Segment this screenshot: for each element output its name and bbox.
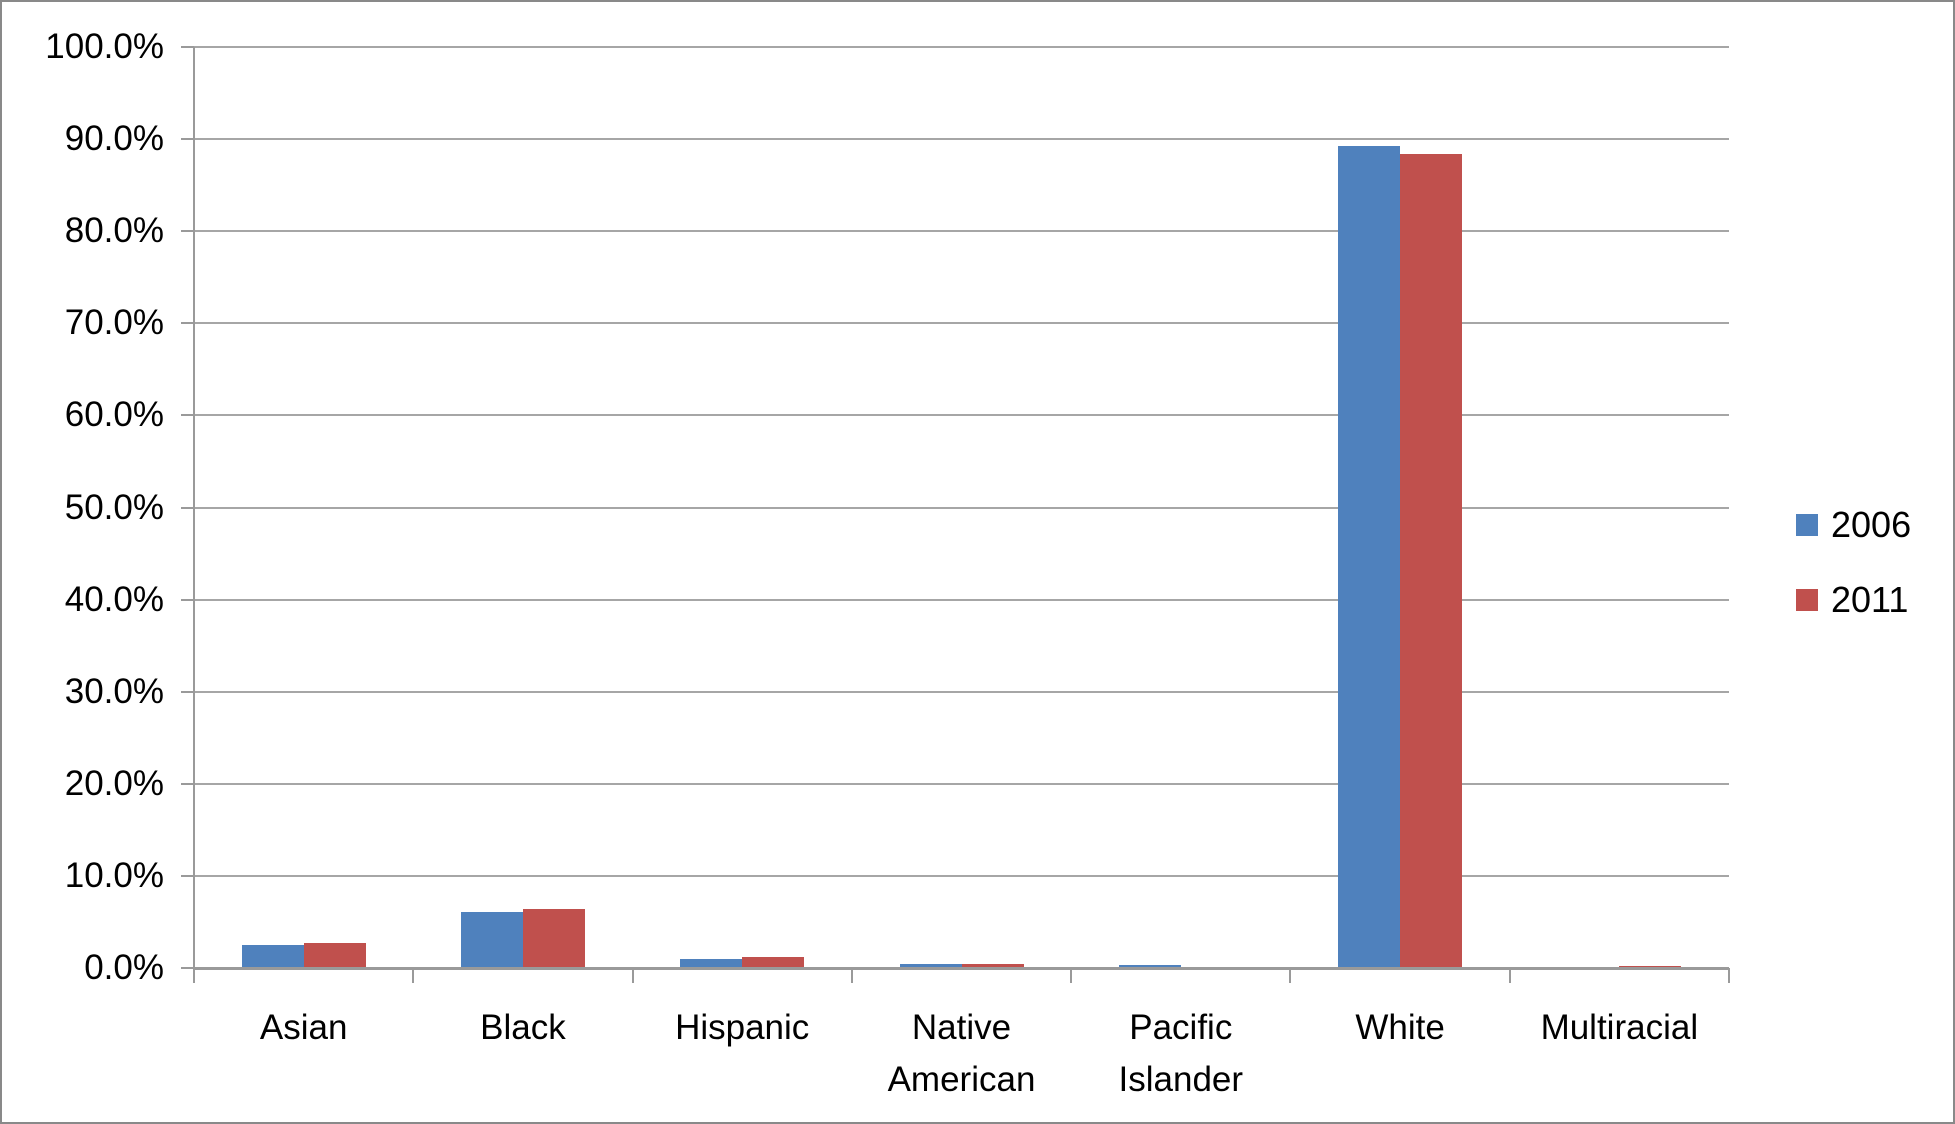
y-axis-label: 100.0%	[45, 27, 164, 66]
bar-2006-white	[1338, 145, 1401, 968]
y-axis-label: 50.0%	[64, 487, 164, 527]
y-axis-label: 90.0%	[64, 119, 164, 159]
x-axis-tick	[850, 968, 853, 983]
y-axis	[193, 47, 195, 983]
y-axis-tick	[181, 322, 194, 325]
bar-2011-native-american	[961, 964, 1024, 968]
y-axis-label: 20.0%	[64, 763, 164, 803]
legend-label: 2006	[1831, 504, 1912, 545]
gridline	[194, 690, 1729, 693]
x-axis-tick	[193, 968, 195, 983]
x-axis	[194, 967, 1729, 970]
y-axis-tick	[181, 46, 194, 48]
x-axis-label-black: Black	[480, 1008, 566, 1047]
y-axis-tick	[181, 782, 194, 785]
y-axis-label: 80.0%	[64, 211, 164, 251]
bar-2006-asian	[241, 944, 304, 968]
x-axis-label-native-american: Native American	[887, 1008, 1036, 1099]
y-axis-label: 70.0%	[64, 303, 164, 343]
bar-2011-black	[522, 909, 585, 968]
y-axis-tick	[181, 598, 194, 601]
x-axis-tick	[1728, 968, 1730, 983]
y-axis-label: 40.0%	[64, 579, 164, 619]
x-axis-tick	[631, 968, 634, 983]
x-axis-tick	[412, 968, 415, 983]
y-axis-tick	[181, 138, 194, 141]
y-axis-tick	[181, 506, 194, 509]
x-axis-tick	[1070, 968, 1073, 983]
bar-2006-black	[460, 911, 523, 968]
gridline	[194, 598, 1729, 601]
y-axis-label: 30.0%	[64, 671, 164, 711]
bar-2006-hispanic	[680, 958, 743, 968]
y-axis-label: 60.0%	[64, 395, 164, 435]
gridline	[194, 46, 1729, 48]
y-axis-tick	[181, 230, 194, 233]
x-axis-label-white: White	[1355, 1008, 1445, 1047]
bar-2011-hispanic	[742, 956, 805, 968]
bar-2006-native-american	[899, 963, 962, 968]
bar-2011-asian	[303, 943, 366, 968]
y-axis-tick	[181, 414, 194, 417]
y-axis-tick	[181, 967, 194, 969]
x-axis-tick	[1289, 968, 1292, 983]
gridline	[194, 414, 1729, 417]
y-axis-label: 0.0%	[84, 948, 164, 987]
gridline	[194, 322, 1729, 325]
gridline	[194, 138, 1729, 141]
legend-item-2011: 2011	[1796, 579, 1908, 621]
legend-swatch-2006	[1796, 514, 1818, 536]
legend-label: 2011	[1831, 579, 1909, 620]
y-axis-tick	[181, 690, 194, 693]
y-axis-label: 10.0%	[64, 855, 164, 895]
x-axis-tick	[1508, 968, 1511, 983]
gridline	[194, 874, 1729, 877]
x-axis-label-asian: Asian	[259, 1008, 348, 1047]
gridline	[194, 782, 1729, 785]
y-axis-tick	[181, 874, 194, 877]
gridline	[194, 506, 1729, 509]
gridline	[194, 230, 1729, 233]
legend-item-2006: 2006	[1796, 504, 1911, 546]
x-axis-label-multiracial: Multiracial	[1540, 1008, 1699, 1047]
x-axis-label-hispanic: Hispanic	[675, 1008, 810, 1047]
plot-area	[194, 46, 1729, 969]
bar-2006-pacific-islander	[1118, 965, 1181, 968]
legend-swatch-2011	[1796, 589, 1818, 611]
bar-2011-white	[1400, 153, 1463, 968]
x-axis-label-pacific-islander: Pacific Islander	[1118, 1008, 1244, 1099]
